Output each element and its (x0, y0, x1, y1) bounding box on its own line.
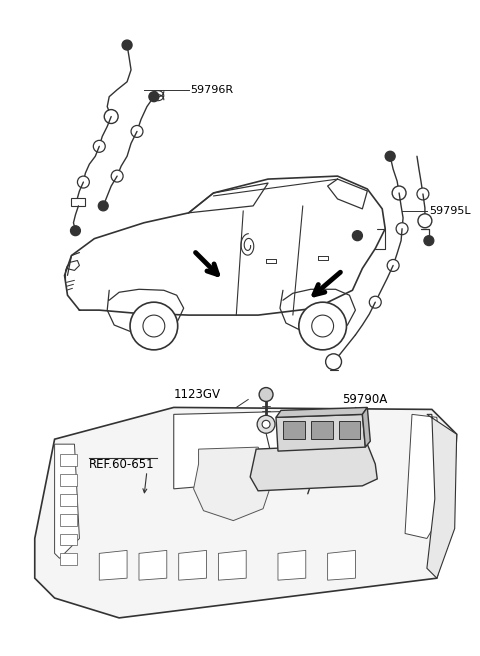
Text: 59795L: 59795L (429, 206, 470, 216)
Circle shape (130, 302, 178, 350)
Text: 1123GV: 1123GV (174, 388, 221, 401)
Circle shape (417, 188, 429, 200)
Bar (72, 198, 85, 206)
Polygon shape (276, 407, 367, 417)
Polygon shape (179, 550, 206, 580)
Circle shape (93, 140, 105, 152)
Polygon shape (311, 421, 333, 439)
Circle shape (77, 176, 89, 188)
Polygon shape (35, 407, 456, 618)
Polygon shape (283, 421, 305, 439)
Circle shape (122, 40, 132, 50)
Circle shape (352, 231, 362, 241)
Text: 59790A: 59790A (343, 393, 388, 406)
Circle shape (71, 226, 81, 236)
Polygon shape (276, 415, 365, 451)
Polygon shape (60, 494, 77, 506)
Circle shape (392, 186, 406, 200)
Circle shape (262, 420, 270, 428)
Circle shape (325, 354, 341, 370)
Polygon shape (193, 447, 273, 521)
Circle shape (257, 415, 275, 433)
Circle shape (424, 236, 434, 245)
Circle shape (387, 260, 399, 272)
Circle shape (149, 92, 159, 102)
Circle shape (418, 214, 432, 228)
Polygon shape (174, 411, 293, 489)
Circle shape (299, 302, 347, 350)
Polygon shape (60, 514, 77, 525)
Text: REF.60-651: REF.60-651 (89, 457, 155, 470)
Polygon shape (60, 454, 77, 466)
Polygon shape (427, 415, 456, 578)
Circle shape (111, 170, 123, 182)
Circle shape (396, 223, 408, 235)
Polygon shape (278, 550, 306, 580)
Circle shape (312, 315, 334, 337)
Polygon shape (55, 444, 79, 558)
Polygon shape (60, 533, 77, 545)
Polygon shape (405, 415, 445, 539)
Text: 59796R: 59796R (191, 85, 234, 94)
Polygon shape (328, 550, 355, 580)
Polygon shape (99, 550, 127, 580)
Circle shape (98, 201, 108, 211)
Polygon shape (139, 550, 167, 580)
Polygon shape (218, 550, 246, 580)
Polygon shape (338, 421, 360, 439)
Polygon shape (362, 407, 370, 447)
Circle shape (104, 110, 118, 123)
Circle shape (385, 152, 395, 161)
Circle shape (131, 125, 143, 137)
Circle shape (369, 297, 381, 308)
Circle shape (259, 388, 273, 401)
Polygon shape (60, 474, 77, 486)
Polygon shape (250, 444, 377, 491)
Circle shape (143, 315, 165, 337)
Polygon shape (60, 554, 77, 565)
